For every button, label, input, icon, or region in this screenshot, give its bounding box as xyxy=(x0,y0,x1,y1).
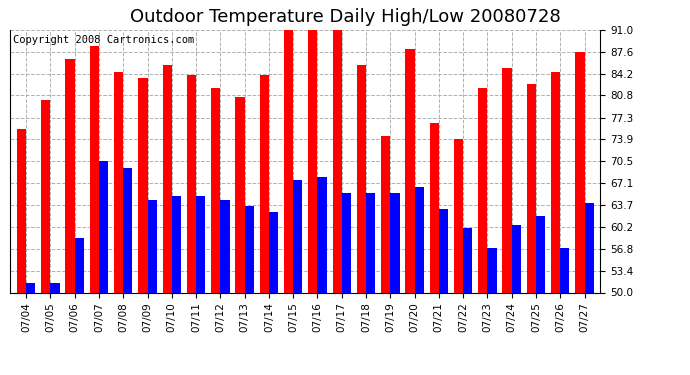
Bar xyxy=(478,88,487,292)
Bar xyxy=(308,30,317,292)
Bar xyxy=(463,228,473,292)
Bar xyxy=(333,30,342,292)
Bar xyxy=(187,75,196,292)
Text: Outdoor Temperature Daily High/Low 20080728: Outdoor Temperature Daily High/Low 20080… xyxy=(130,8,560,26)
Bar xyxy=(245,206,254,292)
Bar xyxy=(502,68,512,292)
Bar xyxy=(75,238,84,292)
Bar xyxy=(536,216,545,292)
Bar xyxy=(196,196,206,292)
Bar xyxy=(17,129,26,292)
Bar xyxy=(269,213,278,292)
Bar xyxy=(391,193,400,292)
Bar xyxy=(560,248,569,292)
Bar xyxy=(220,200,230,292)
Bar xyxy=(439,209,448,292)
Bar xyxy=(584,203,593,292)
Bar xyxy=(172,196,181,292)
Bar xyxy=(99,161,108,292)
Bar xyxy=(430,123,439,292)
Bar xyxy=(211,88,220,292)
Bar xyxy=(26,283,35,292)
Bar xyxy=(415,187,424,292)
Bar xyxy=(575,53,584,292)
Bar xyxy=(526,84,536,292)
Bar xyxy=(405,49,415,292)
Bar xyxy=(293,180,302,292)
Bar xyxy=(66,59,75,292)
Bar xyxy=(50,283,59,292)
Bar xyxy=(163,65,172,292)
Bar xyxy=(512,225,521,292)
Bar xyxy=(138,78,148,292)
Bar xyxy=(551,72,560,292)
Bar xyxy=(259,75,269,292)
Bar xyxy=(366,193,375,292)
Bar xyxy=(317,177,326,292)
Bar xyxy=(114,72,124,292)
Bar xyxy=(124,168,132,292)
Bar xyxy=(487,248,497,292)
Bar xyxy=(90,46,99,292)
Bar xyxy=(284,30,293,292)
Bar xyxy=(235,97,245,292)
Bar xyxy=(357,65,366,292)
Bar xyxy=(148,200,157,292)
Text: Copyright 2008 Cartronics.com: Copyright 2008 Cartronics.com xyxy=(13,35,195,45)
Bar xyxy=(342,193,351,292)
Bar xyxy=(381,136,391,292)
Bar xyxy=(454,139,463,292)
Bar xyxy=(41,100,50,292)
